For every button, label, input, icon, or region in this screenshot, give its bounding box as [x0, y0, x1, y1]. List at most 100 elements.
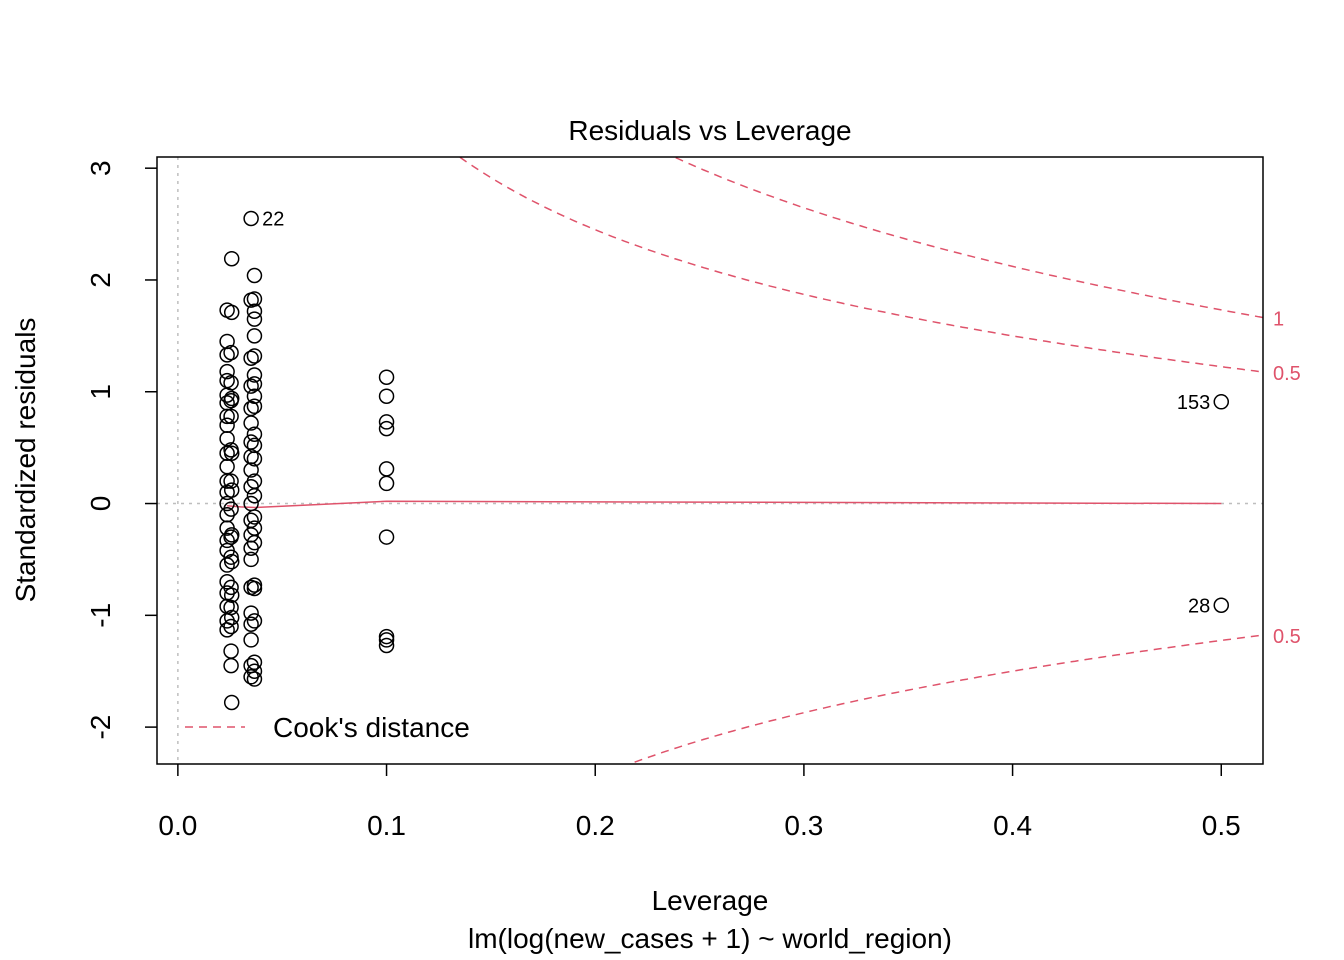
data-point: [378, 632, 395, 648]
y-tick-label: 2: [85, 272, 116, 288]
data-point: [219, 408, 235, 425]
data-point: [246, 663, 263, 679]
data-point: [223, 549, 239, 565]
data-point: [223, 344, 239, 361]
data-point: [223, 304, 240, 321]
x-axis-label: Leverage: [652, 885, 769, 916]
x-tick-label: 0.0: [158, 810, 197, 841]
data-point: [246, 311, 263, 327]
data-point: [246, 291, 263, 307]
data-point: [223, 408, 239, 425]
data-point: [246, 534, 263, 551]
data-point: [246, 398, 263, 415]
x-tick-label: 0.5: [1202, 810, 1241, 841]
data-point: [246, 487, 263, 504]
data-point: [243, 512, 259, 529]
data-point: [223, 694, 240, 711]
data-point: [219, 417, 235, 434]
data-point: [219, 458, 235, 475]
y-tick-label: -2: [85, 715, 116, 740]
data-point: [243, 616, 259, 633]
data-point: [378, 420, 395, 437]
y-tick-label: 1: [85, 384, 116, 400]
y-axis-label: Standardized residuals: [10, 318, 41, 603]
data-point: [378, 461, 395, 477]
data-point: [223, 527, 240, 543]
data-point: [219, 532, 235, 549]
cook-contour-upper-0: [458, 157, 1263, 373]
data-point: [378, 475, 395, 492]
data-point: [246, 426, 263, 442]
cook-contour-labels: 0.5 1 0.5: [1273, 309, 1301, 649]
data-point: [246, 671, 263, 687]
data-point: [1213, 597, 1230, 614]
data-point: [223, 390, 240, 407]
x-tick-label: 0.3: [784, 810, 823, 841]
data-point: [246, 613, 263, 629]
data-point: [223, 587, 240, 603]
legend-label: Cook's distance: [273, 712, 470, 743]
data-point: [246, 303, 263, 320]
x-axis-sublabel: lm(log(new_cases + 1) ~ world_region): [468, 923, 952, 954]
data-point: [243, 415, 259, 431]
legend: Cook's distance: [185, 712, 470, 743]
data-point: [246, 267, 263, 284]
data-point: [378, 388, 395, 404]
data-point: [243, 551, 259, 568]
cook-contour-label: 1: [1273, 309, 1284, 331]
data-point: [243, 434, 259, 450]
data-point: [246, 376, 263, 392]
data-point: [246, 388, 263, 404]
reference-lines: [157, 157, 1263, 764]
y-axis: -2 -1 0 1 2 3: [85, 160, 157, 740]
data-point: [219, 363, 235, 380]
x-tick-label: 0.2: [576, 810, 615, 841]
data-point: [246, 580, 263, 597]
data-point: [223, 445, 240, 461]
cook-contour-label: 0.5: [1273, 626, 1301, 648]
x-axis: 0.0 0.1 0.2 0.3 0.4 0.5: [158, 764, 1241, 841]
data-point: [246, 348, 263, 364]
data-point: [246, 509, 263, 525]
cook-contour-label: 0.5: [1273, 363, 1301, 385]
data-point: [223, 553, 240, 570]
data-point: [378, 369, 395, 385]
smoother-line: [227, 500, 1222, 509]
data-point: [378, 414, 395, 430]
data-point: [223, 643, 239, 659]
cook-contour-lower-2: [627, 634, 1263, 764]
point-label: 153: [1177, 392, 1210, 414]
data-point: [243, 378, 259, 394]
data-point: [223, 375, 239, 391]
data-point: [223, 473, 239, 489]
data-point: [243, 462, 259, 478]
smoother-line-group: [227, 500, 1222, 509]
data-point: [223, 501, 239, 517]
y-tick-label: 0: [85, 496, 116, 512]
data-point: [378, 628, 395, 645]
data-point: [1213, 394, 1230, 410]
point-label: 22: [262, 208, 284, 230]
point-labels: 22 153 28: [262, 208, 1210, 617]
data-point: [219, 473, 235, 489]
data-point: [223, 657, 239, 674]
data-point: [243, 350, 259, 366]
data-point: [378, 529, 395, 545]
data-point: [243, 632, 259, 648]
cook-contour-upper-1: [672, 157, 1263, 319]
data-points: [219, 210, 1230, 711]
data-point: [246, 451, 263, 467]
data-point: [378, 637, 395, 654]
plot-frame: [156, 156, 1264, 765]
data-point: [246, 367, 263, 383]
data-point: [219, 347, 235, 363]
x-tick-label: 0.1: [367, 810, 406, 841]
cooks-distance-contours: [458, 157, 1263, 764]
data-point: [223, 609, 240, 626]
data-point: [223, 579, 239, 596]
data-point: [243, 605, 259, 621]
data-point: [223, 250, 240, 267]
y-tick-label: -1: [85, 603, 116, 628]
data-point: [243, 210, 259, 227]
